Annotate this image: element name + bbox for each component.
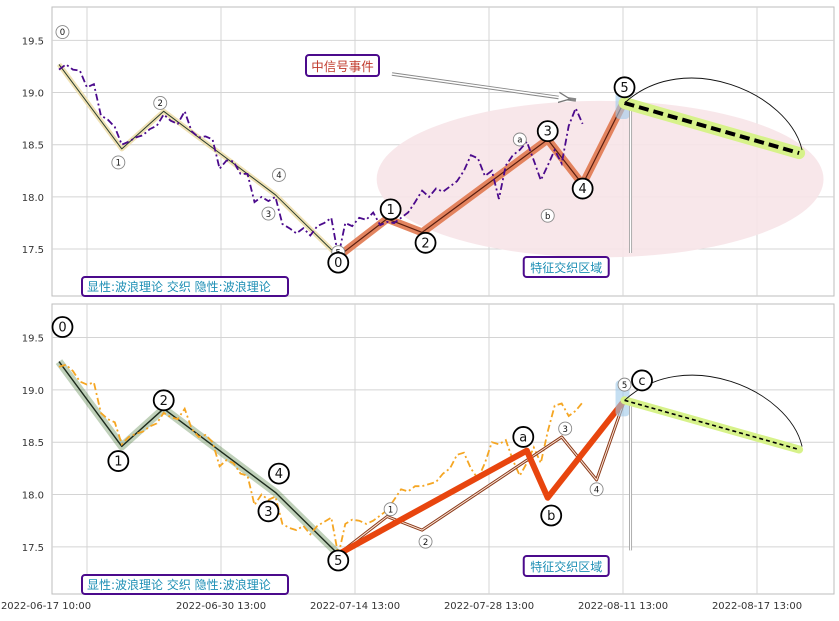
abc-wave-label-circle <box>512 426 535 448</box>
price-dashdot-line <box>58 363 584 556</box>
y-tick-label: 19.5 <box>22 334 44 345</box>
y-tick-label: 19.0 <box>22 386 44 397</box>
small-wave-label-circle <box>55 25 70 39</box>
big-wave-label-text: 0 <box>334 256 342 271</box>
region-box-text: 特征交织区域 <box>530 260 602 275</box>
y-tick-label: 18.5 <box>22 141 44 152</box>
small-wave-label-text: 3 <box>266 210 271 220</box>
abc-wave-label-circle <box>631 369 653 392</box>
abc-wave-label-text: a <box>519 430 527 445</box>
event-arrow-inner <box>391 73 570 99</box>
big-wave-label-circle <box>51 316 74 338</box>
small-wave-label-circle <box>512 132 527 147</box>
big-wave-label-circle <box>268 462 290 485</box>
small-wave-label-circle <box>540 208 555 223</box>
y-tick-label: 17.5 <box>22 245 44 256</box>
x-tick-label: 2022-08-11 13:00 <box>578 601 668 612</box>
abc-wave-label-text: b <box>547 509 555 524</box>
x-tick-label: 2022-07-14 13:00 <box>310 601 400 612</box>
big-wave-label-circle <box>536 120 559 143</box>
event-box-text: 中信号事件 <box>311 59 374 74</box>
abc-wave-label-circle <box>540 504 563 527</box>
big-wave-label-text: 1 <box>386 203 394 218</box>
small-wave-label-text: 2 <box>423 538 428 548</box>
x-tick-label: 2022-06-17 10:00 <box>1 601 91 612</box>
small-wave-label-text: 1 <box>116 159 121 169</box>
big-wave-label-text: 4 <box>579 182 587 197</box>
forecast-arc <box>624 77 803 151</box>
small-wave-label-text: 3 <box>562 425 567 435</box>
price-dashdot-line <box>58 63 584 257</box>
small-wave-label-circle <box>383 502 398 517</box>
big-wave-label-text: 2 <box>421 236 429 251</box>
small-wave-label-circle <box>271 168 286 182</box>
info-box <box>81 574 289 595</box>
small-wave-label-text: 4 <box>594 486 599 496</box>
signal-ellipse <box>376 100 824 258</box>
big-wave-label-text: 2 <box>160 394 168 409</box>
small-wave-line <box>58 64 339 257</box>
big-wave-label-circle <box>613 76 636 99</box>
y-tick-label: 19.5 <box>22 36 44 47</box>
big-wave-label-circle <box>152 389 175 412</box>
y-tick-label: 18.0 <box>22 193 44 204</box>
small-wave-line <box>337 400 625 555</box>
small-wave-label-circle <box>617 377 632 392</box>
big-wave-label-text: 5 <box>620 81 628 96</box>
big-wave-label-text: 3 <box>264 505 272 520</box>
small-wave-label-circle <box>418 534 433 549</box>
region-box-text: 特征交织区域 <box>530 559 602 574</box>
y-tick-label: 17.5 <box>22 543 44 554</box>
abc-wave-label-text: c <box>638 374 645 389</box>
y-tick-label: 18.5 <box>22 438 44 449</box>
info-box-text: 显性:波浪理论 交织 隐性:波浪理论 <box>87 279 271 294</box>
big-wave-label-circle <box>107 450 130 472</box>
big-wave-label-text: 5 <box>334 554 342 569</box>
plot-area-2 <box>51 303 835 595</box>
big-wave-label-circle <box>327 251 350 274</box>
forecast-line <box>624 399 800 451</box>
region-box <box>522 555 610 577</box>
region-box <box>522 256 610 278</box>
big-wave-label-text: 0 <box>58 321 66 336</box>
big-wave-label-text: 3 <box>544 125 552 140</box>
small-wave-label-text: 0 <box>60 28 65 38</box>
forecast-line <box>623 101 800 155</box>
big-wave-label-circle <box>379 198 402 221</box>
small-wave-label-text: 5 <box>622 381 627 391</box>
big-wave-label-text: 4 <box>275 467 283 482</box>
small-wave-label-circle <box>153 96 168 110</box>
y-tick-label: 18.0 <box>22 491 44 502</box>
big-wave-label-circle <box>414 231 437 254</box>
small-wave-label-circle <box>558 421 573 436</box>
small-wave-label-circle <box>111 155 126 170</box>
small-wave-label-text: 1 <box>388 505 393 515</box>
big-wave-line <box>337 100 626 257</box>
small-wave-label-circle <box>261 206 276 221</box>
event-box <box>305 54 380 77</box>
x-tick-label: 2022-06-30 13:00 <box>176 601 266 612</box>
small-wave-label-text: b <box>545 212 550 222</box>
x-tick-label: 2022-07-28 13:00 <box>444 601 534 612</box>
abc-wave-line <box>336 398 627 557</box>
x-tick-label: 2022-08-17 13:00 <box>712 601 802 612</box>
info-box-text: 显性:波浪理论 交织 隐性:波浪理论 <box>87 577 271 592</box>
big-wave-label-text: 1 <box>114 455 122 470</box>
y-tick-label: 19.0 <box>22 89 44 100</box>
big-wave-label-circle <box>327 549 350 572</box>
info-box <box>81 276 289 297</box>
big-wave-label-circle <box>571 177 594 200</box>
small-wave-label-text: 4 <box>276 171 281 181</box>
small-wave-label-text: a <box>517 136 522 146</box>
small-wave-label-circle <box>589 482 604 497</box>
big-wave-label-circle <box>257 500 280 523</box>
small-wave-label-text: 2 <box>158 99 163 109</box>
